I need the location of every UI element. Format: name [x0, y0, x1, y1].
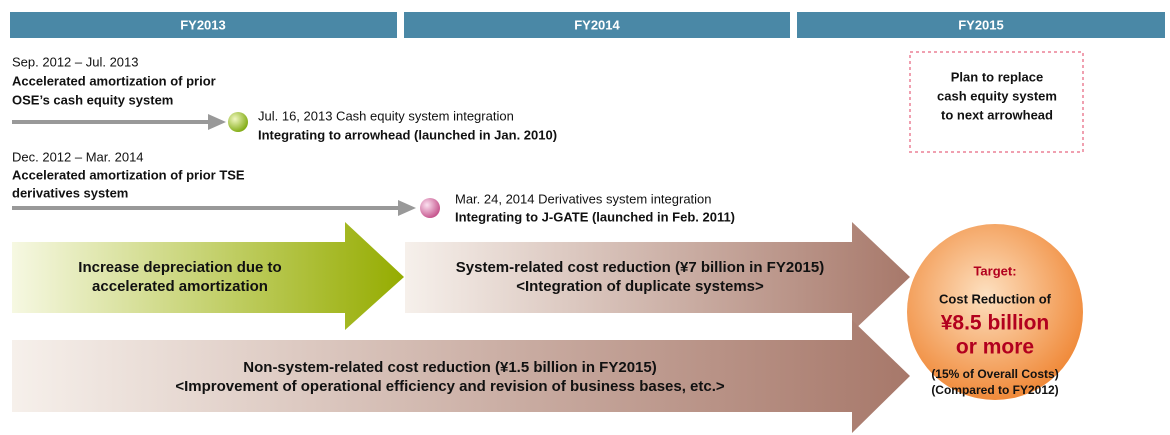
arrow-text: <Integration of duplicate systems>	[516, 278, 764, 295]
title: derivatives system	[12, 185, 128, 200]
milestone: Jul. 16, 2013 Cash equity system integra…	[258, 108, 514, 123]
milestone: Mar. 24, 2014 Derivatives system integra…	[455, 191, 712, 206]
header-bar	[10, 12, 397, 38]
header-label: FY2013	[180, 17, 226, 32]
target-label: Target:	[973, 263, 1016, 278]
milestone-dot	[420, 198, 440, 218]
target-line: Cost Reduction of	[939, 291, 1052, 306]
arrow-text: accelerated amortization	[92, 278, 268, 295]
detail: Integrating to J-GATE (launched in Feb. …	[455, 209, 735, 224]
milestone-dot	[228, 112, 248, 132]
target-circle	[907, 224, 1083, 400]
target-amount: or more	[956, 336, 1034, 359]
target-note: (15% of Overall Costs)	[931, 367, 1058, 381]
arrow-text: System-related cost reduction (¥7 billio…	[456, 259, 824, 276]
header-label: FY2015	[958, 17, 1004, 32]
block-arrow	[12, 320, 910, 433]
plan-box	[909, 51, 1084, 153]
title: Accelerated amortization of prior	[12, 73, 216, 88]
plan-text: Plan to replace	[951, 69, 1043, 84]
arrow-text: <Improvement of operational efficiency a…	[175, 378, 725, 395]
arrow-text: Non-system-related cost reduction (¥1.5 …	[243, 359, 656, 376]
period: Sep. 2012 – Jul. 2013	[12, 54, 139, 69]
target-amount: ¥8.5 billion	[941, 312, 1050, 335]
arrow-head	[208, 114, 226, 130]
header-bar	[797, 12, 1165, 38]
header-bar	[404, 12, 790, 38]
header-label: FY2014	[574, 17, 620, 32]
block-arrow	[405, 222, 910, 332]
detail: Integrating to arrowhead (launched in Ja…	[258, 127, 557, 142]
plan-text: cash equity system	[937, 88, 1057, 103]
plan-text: to next arrowhead	[941, 107, 1053, 122]
title: OSE’s cash equity system	[12, 92, 173, 107]
target-note: (Compared to FY2012)	[931, 383, 1058, 397]
title: Accelerated amortization of prior TSE	[12, 167, 245, 182]
arrow-head	[398, 200, 416, 216]
block-arrow	[12, 222, 404, 330]
arrow-text: Increase depreciation due to	[78, 259, 281, 276]
period: Dec. 2012 – Mar. 2014	[12, 149, 144, 164]
